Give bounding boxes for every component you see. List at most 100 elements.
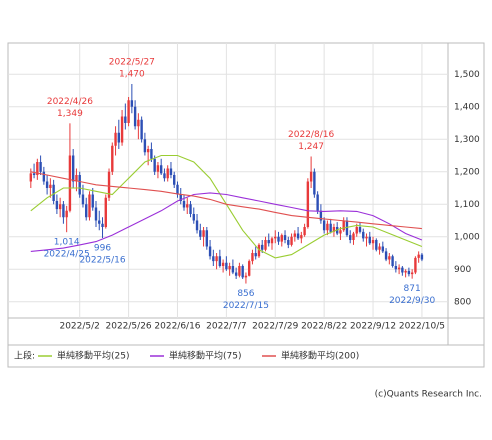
candle-body [349,235,352,240]
y-tick-label: 1,100 [454,200,480,210]
candle-body [394,266,398,270]
candle-body [231,266,235,273]
candle-body [137,119,140,127]
candle-body [107,171,111,198]
candle-body [313,171,316,195]
candle-body [247,261,251,276]
candle-body [169,168,173,175]
annotation-value: 1,470 [119,70,145,80]
candle-body [355,227,358,234]
candle-body [36,162,39,175]
credit: (c)Quants Research Inc. [375,390,482,400]
candle-body [101,223,104,227]
candle-body [358,227,362,232]
candle-body [218,256,222,266]
candle-body [85,204,88,218]
candle-body [173,175,176,185]
annotation-date: 2022/5/16 [79,256,125,266]
candle-body [71,155,75,182]
candle-body [375,240,378,250]
candle-body [384,251,388,260]
annotation-date: 2022/5/27 [109,58,155,68]
candle-body [309,171,313,182]
candle-body [98,220,101,224]
candle-body [274,236,277,239]
candle-body [166,168,169,179]
candle-body [179,194,182,201]
candle-body [111,145,114,172]
candle-body [287,240,290,245]
candle-body [300,235,303,239]
annotation-date: 2022/4/25 [44,250,90,260]
candle-body [159,165,163,174]
candle-body [225,262,228,270]
candle-body [205,230,209,247]
candle-body [280,235,283,242]
candle-body [186,204,189,208]
candle-body [94,207,98,221]
candle-body [270,238,274,244]
annotation-date: 2022/7/15 [223,301,269,311]
candle-body [277,236,280,242]
candle-body [368,236,371,244]
candle-body [143,139,147,153]
candle-body [339,230,342,234]
candle-body [254,253,257,257]
candle-body [140,119,143,140]
candle-body [257,244,261,257]
legend-label: 単純移動平均(25) [57,350,129,362]
candle-body [316,194,319,211]
x-tick-label: 2022/8/22 [301,322,347,332]
candle-body [352,233,355,240]
annotation-date: 2022/8/16 [288,130,334,140]
candle-body [267,240,270,244]
candle-body [42,171,46,182]
x-tick-label: 2022/5/26 [106,322,152,332]
candle-body [52,184,55,201]
candle-body [55,201,59,210]
candle-body [130,100,134,107]
candle-body [322,220,326,231]
y-tick-label: 1,400 [454,102,480,112]
candle-body [329,223,332,232]
candle-body [58,204,62,210]
candle-body [332,227,336,232]
candle-body [404,270,407,273]
candle-body [306,181,310,227]
candle-body [117,132,121,143]
candle-body [212,256,215,262]
annotation-date: 2022/4/26 [47,97,93,107]
candle-body [182,201,186,208]
candle-body [65,210,68,218]
candle-body [150,149,153,159]
y-tick-label: 1,000 [454,232,480,242]
candle-body [234,272,238,276]
candle-body [195,220,199,231]
legend-label: 単純移動平均(75) [169,350,241,362]
candle-body [251,253,254,262]
candle-body [29,173,33,182]
candle-body [420,254,424,260]
candle-body [241,266,244,278]
y-tick-label: 1,500 [454,70,480,80]
candle-body [156,165,160,172]
legend-frame [7,344,485,368]
candle-body [81,194,85,205]
candle-body [189,204,192,214]
annotation-date: 2022/9/30 [389,296,435,306]
candle-body [114,132,117,146]
candle-body [401,267,404,273]
x-tick-label: 2022/6/16 [154,322,200,332]
candle-body [342,220,345,231]
candle-body [39,162,42,172]
x-tick-label: 2022/5/2 [59,322,99,332]
annotation-value: 871 [404,284,421,294]
candle-body [176,184,179,195]
x-tick-label: 2022/9/12 [350,322,396,332]
y-tick-label: 900 [454,265,471,275]
candle-body [417,254,420,258]
annotation-value: 996 [94,244,111,254]
ma-line [30,171,422,230]
candle-body [326,223,329,231]
candle-body [45,181,49,188]
